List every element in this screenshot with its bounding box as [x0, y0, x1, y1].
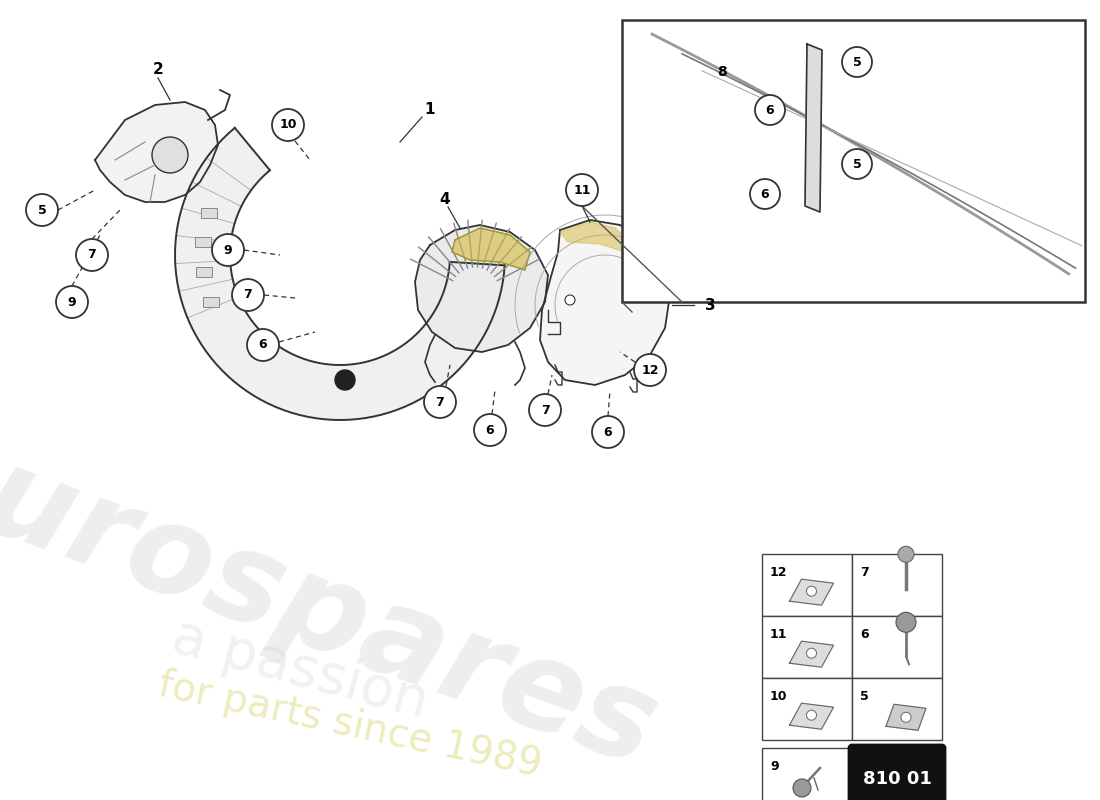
Text: 12: 12	[770, 566, 788, 579]
Text: 6: 6	[766, 103, 774, 117]
Circle shape	[212, 234, 244, 266]
Circle shape	[901, 712, 911, 722]
Circle shape	[272, 109, 304, 141]
Circle shape	[806, 710, 816, 720]
Text: 6: 6	[604, 426, 613, 438]
Text: 8: 8	[717, 65, 727, 79]
Text: 810 01: 810 01	[862, 770, 932, 788]
Circle shape	[565, 295, 575, 305]
Circle shape	[750, 179, 780, 209]
Circle shape	[424, 386, 456, 418]
Polygon shape	[540, 220, 670, 385]
Text: 4: 4	[440, 193, 450, 207]
Text: 7: 7	[243, 289, 252, 302]
Text: 2: 2	[153, 62, 164, 78]
Polygon shape	[805, 44, 822, 212]
Text: 11: 11	[573, 183, 591, 197]
Text: 5: 5	[852, 158, 861, 170]
Circle shape	[76, 239, 108, 271]
Polygon shape	[452, 228, 530, 270]
Circle shape	[566, 174, 598, 206]
Text: a passion: a passion	[166, 610, 434, 730]
Polygon shape	[95, 102, 218, 202]
Circle shape	[806, 586, 816, 596]
Text: 7: 7	[88, 249, 97, 262]
Polygon shape	[790, 642, 834, 667]
Text: eurospares: eurospares	[0, 408, 672, 792]
Circle shape	[232, 279, 264, 311]
Text: 10: 10	[279, 118, 297, 131]
Text: 12: 12	[641, 363, 659, 377]
Text: 7: 7	[436, 395, 444, 409]
Circle shape	[26, 194, 58, 226]
Circle shape	[56, 286, 88, 318]
Circle shape	[474, 414, 506, 446]
Text: 10: 10	[770, 690, 788, 703]
Text: 7: 7	[860, 566, 869, 579]
Text: 6: 6	[860, 628, 869, 641]
FancyBboxPatch shape	[762, 554, 852, 616]
Text: 9: 9	[770, 760, 779, 773]
FancyBboxPatch shape	[849, 745, 945, 800]
Circle shape	[755, 95, 785, 125]
Text: 9: 9	[223, 243, 232, 257]
Text: 6: 6	[761, 187, 769, 201]
Text: 5: 5	[37, 203, 46, 217]
FancyBboxPatch shape	[762, 616, 852, 678]
FancyBboxPatch shape	[852, 554, 942, 616]
Text: 6: 6	[258, 338, 267, 351]
FancyBboxPatch shape	[762, 748, 852, 800]
Text: 5: 5	[852, 55, 861, 69]
Text: 9: 9	[68, 295, 76, 309]
Text: 7: 7	[540, 403, 549, 417]
Circle shape	[842, 149, 872, 179]
Circle shape	[896, 612, 916, 632]
Circle shape	[336, 370, 355, 390]
Circle shape	[634, 354, 665, 386]
Polygon shape	[560, 222, 630, 252]
Polygon shape	[415, 225, 548, 352]
Polygon shape	[886, 704, 926, 730]
Circle shape	[248, 329, 279, 361]
Polygon shape	[790, 579, 834, 605]
Polygon shape	[790, 703, 834, 730]
Text: 5: 5	[860, 690, 869, 703]
FancyBboxPatch shape	[621, 20, 1085, 302]
Circle shape	[152, 137, 188, 173]
Circle shape	[898, 546, 914, 562]
FancyBboxPatch shape	[852, 678, 942, 740]
Text: 1: 1	[425, 102, 436, 118]
Text: 6: 6	[486, 423, 494, 437]
Text: 11: 11	[770, 628, 788, 641]
Circle shape	[793, 779, 811, 797]
Text: 3: 3	[705, 298, 715, 313]
Polygon shape	[175, 128, 505, 420]
Circle shape	[842, 47, 872, 77]
FancyBboxPatch shape	[852, 616, 942, 678]
Circle shape	[592, 416, 624, 448]
FancyBboxPatch shape	[196, 267, 211, 278]
FancyBboxPatch shape	[762, 678, 852, 740]
FancyBboxPatch shape	[195, 237, 211, 247]
Circle shape	[806, 648, 816, 658]
FancyBboxPatch shape	[201, 207, 217, 218]
Text: for parts since 1989: for parts since 1989	[155, 666, 546, 784]
Circle shape	[529, 394, 561, 426]
FancyBboxPatch shape	[202, 297, 219, 306]
